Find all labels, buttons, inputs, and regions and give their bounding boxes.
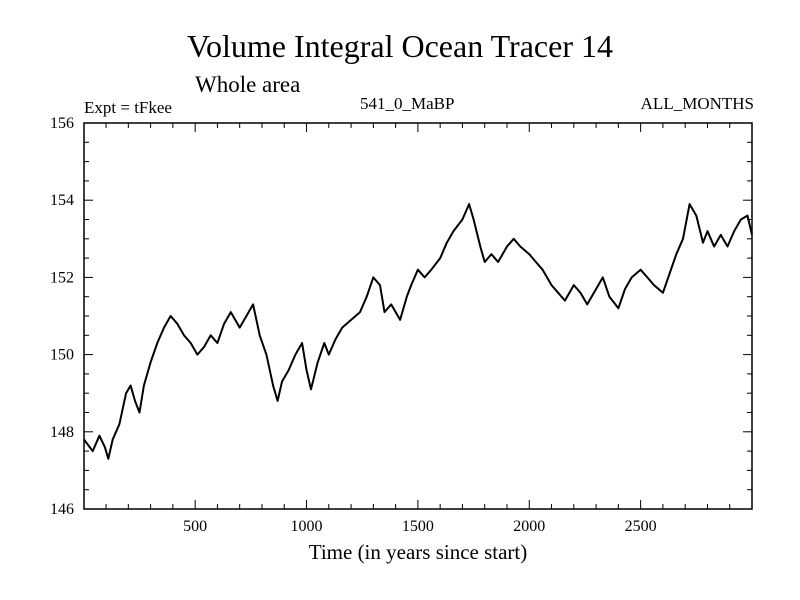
x-tick-label: 500 — [183, 518, 207, 535]
months-label: ALL_MONTHS — [640, 94, 754, 113]
series-line — [83, 203, 753, 460]
y-tick-label: 148 — [50, 424, 74, 441]
period-label: 541_0_MaBP — [360, 94, 455, 113]
chart-subtitle: Whole area — [195, 72, 301, 97]
y-tick-label: 146 — [50, 501, 74, 518]
tick-labels: 500 1000 1500 2000 2500 146 148 150 152 154 156 — [50, 115, 657, 535]
y-tick-label: 154 — [50, 192, 74, 209]
x-tick-label: 1500 — [402, 518, 434, 535]
y-tick-label: 152 — [50, 269, 74, 286]
y-tick-label: 156 — [50, 115, 74, 132]
x-axis-label: Time (in years since start) — [308, 540, 528, 564]
plot-frame — [83, 122, 753, 510]
y-tick-label: 150 — [50, 347, 74, 364]
x-tick-label: 2500 — [625, 518, 657, 535]
axis-ticks — [84, 122, 752, 510]
x-tick-label: 1000 — [291, 518, 323, 535]
chart-title: Volume Integral Ocean Tracer 14 — [187, 28, 613, 64]
x-tick-label: 2000 — [513, 518, 545, 535]
experiment-label: Expt = tFkee — [84, 98, 172, 117]
